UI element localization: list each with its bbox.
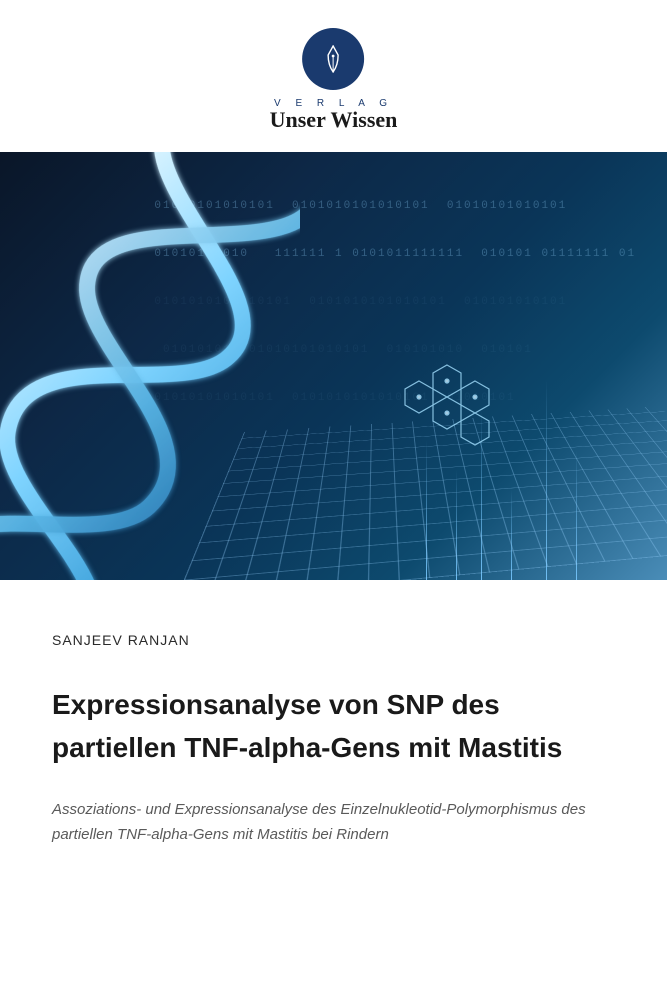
hexagon-cluster-icon [387,345,507,470]
dna-helix-icon [0,152,300,580]
book-title: Expressionsanalyse von SNP des partielle… [52,684,615,769]
publisher-logo: V E R L A G Unser Wissen [270,28,398,133]
publisher-line2: Unser Wissen [270,107,398,133]
cover-text-block: SANJEEV RANJAN Expressionsanalyse von SN… [52,632,615,847]
cover-hero-image: 01010101010101 0101010101010101 01010101… [0,152,667,580]
author-name: SANJEEV RANJAN [52,632,615,648]
logo-badge [302,28,364,90]
book-subtitle: Assoziations- und Expressionsanalyse des… [52,797,615,847]
pen-nib-icon [325,45,341,73]
